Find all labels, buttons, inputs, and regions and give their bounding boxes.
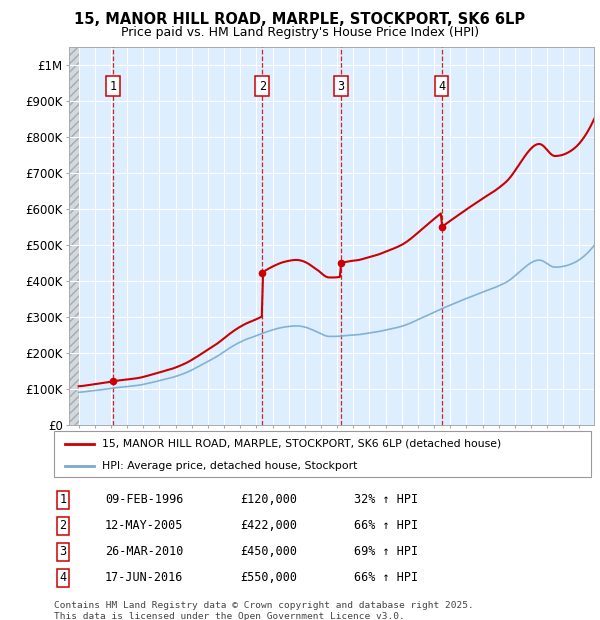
- Text: 66% ↑ HPI: 66% ↑ HPI: [354, 520, 418, 532]
- Text: 09-FEB-1996: 09-FEB-1996: [105, 494, 184, 506]
- Text: 1: 1: [109, 80, 116, 93]
- Text: £450,000: £450,000: [240, 546, 297, 558]
- Text: £120,000: £120,000: [240, 494, 297, 506]
- Text: 15, MANOR HILL ROAD, MARPLE, STOCKPORT, SK6 6LP: 15, MANOR HILL ROAD, MARPLE, STOCKPORT, …: [74, 12, 526, 27]
- Text: £422,000: £422,000: [240, 520, 297, 532]
- Text: HPI: Average price, detached house, Stockport: HPI: Average price, detached house, Stoc…: [103, 461, 358, 471]
- Text: 12-MAY-2005: 12-MAY-2005: [105, 520, 184, 532]
- Text: Price paid vs. HM Land Registry's House Price Index (HPI): Price paid vs. HM Land Registry's House …: [121, 26, 479, 39]
- Text: 2: 2: [259, 80, 266, 93]
- Text: 17-JUN-2016: 17-JUN-2016: [105, 572, 184, 584]
- Text: 4: 4: [438, 80, 445, 93]
- Text: £550,000: £550,000: [240, 572, 297, 584]
- Text: 66% ↑ HPI: 66% ↑ HPI: [354, 572, 418, 584]
- Text: 4: 4: [59, 572, 67, 584]
- Text: 32% ↑ HPI: 32% ↑ HPI: [354, 494, 418, 506]
- Text: 69% ↑ HPI: 69% ↑ HPI: [354, 546, 418, 558]
- Text: 3: 3: [337, 80, 344, 93]
- Text: Contains HM Land Registry data © Crown copyright and database right 2025.
This d: Contains HM Land Registry data © Crown c…: [54, 601, 474, 620]
- Polygon shape: [69, 46, 79, 425]
- Text: 1: 1: [59, 494, 67, 506]
- Text: 26-MAR-2010: 26-MAR-2010: [105, 546, 184, 558]
- Text: 3: 3: [59, 546, 67, 558]
- FancyBboxPatch shape: [54, 431, 591, 477]
- Text: 15, MANOR HILL ROAD, MARPLE, STOCKPORT, SK6 6LP (detached house): 15, MANOR HILL ROAD, MARPLE, STOCKPORT, …: [103, 439, 502, 449]
- Text: 2: 2: [59, 520, 67, 532]
